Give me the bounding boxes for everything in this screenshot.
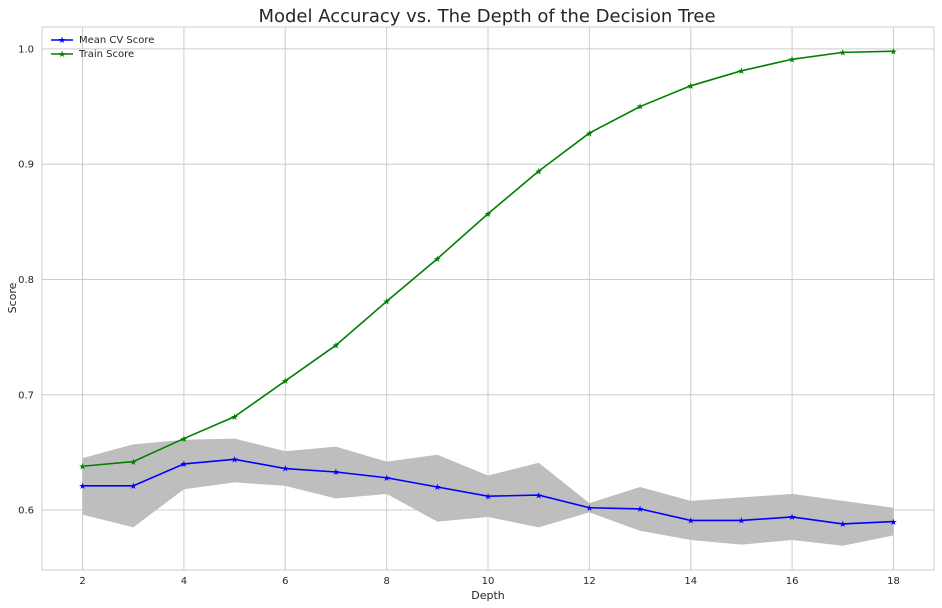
legend-label-mean-cv: Mean CV Score [79,35,154,46]
data-point-mean-cv: ★ [839,520,847,530]
cv-score-band [82,438,894,546]
data-point-mean-cv: ★ [788,513,796,523]
data-point-train: ★ [231,413,239,423]
data-point-train: ★ [585,129,593,139]
series-lines: ★ ★ ★ ★ ★ ★ ★ ★ ★ ★ ★ ★ ★ ★ ★ ★ ★ ★ ★ ★ ★ ★ ★ ★ ★ ★ ★ ★ ★ ★ ★ ★ ★ ★ [79,47,898,530]
x-tick-label: 18 [887,576,900,587]
legend-item-train: ★ Train Score [51,49,134,60]
data-point-train: ★ [180,435,188,445]
x-tick-label: 4 [181,576,187,587]
data-point-mean-cv: ★ [281,465,289,475]
data-point-train: ★ [687,82,695,92]
data-point-mean-cv: ★ [383,474,391,484]
data-point-train: ★ [636,103,644,113]
data-point-train: ★ [433,255,441,265]
data-point-mean-cv: ★ [180,460,188,470]
x-tick-label: 2 [79,576,85,587]
data-point-mean-cv: ★ [687,517,695,527]
data-point-mean-cv: ★ [889,518,897,528]
data-point-mean-cv: ★ [79,482,87,492]
data-point-train: ★ [332,341,340,351]
y-tick-label: 0.9 [18,160,34,171]
data-point-train: ★ [839,49,847,59]
series-line-train [82,50,894,468]
data-point-mean-cv: ★ [585,504,593,514]
legend-label-train: Train Score [78,49,134,60]
x-tick-label: 16 [786,576,799,587]
data-point-train: ★ [79,462,87,472]
data-point-train: ★ [737,67,745,77]
y-tick-label: 0.7 [18,390,34,401]
x-tick-label: 12 [583,576,596,587]
data-point-mean-cv: ★ [231,456,239,466]
legend-marker-train: ★ [58,50,66,60]
y-tick-label: 1.0 [18,44,34,55]
data-point-mean-cv: ★ [484,492,492,502]
y-tick-label: 0.8 [18,275,34,286]
x-tick-label: 14 [684,576,697,587]
legend-marker-mean-cv: ★ [58,36,66,46]
data-point-train: ★ [889,47,897,57]
legend-item-mean-cv: ★ Mean CV Score [51,35,154,46]
data-point-mean-cv: ★ [636,505,644,515]
data-point-mean-cv: ★ [129,482,137,492]
data-point-mean-cv: ★ [737,517,745,527]
data-point-train: ★ [535,167,543,177]
x-tick-label: 10 [482,576,495,587]
x-tick-label: 6 [282,576,288,587]
x-axis-label: Depth [471,589,505,602]
data-point-train: ★ [281,377,289,387]
data-point-train: ★ [484,210,492,220]
chart-title: Model Accuracy vs. The Depth of the Deci… [258,6,715,27]
data-point-mean-cv: ★ [332,468,340,478]
data-point-mean-cv: ★ [535,491,543,501]
data-point-train: ★ [383,298,391,308]
tick-labels: 2 4 6 8 10 12 14 16 18 0.6 0.7 0.8 0.9 1.0 [18,44,900,587]
data-point-train: ★ [129,458,137,468]
data-point-train: ★ [788,55,796,65]
y-tick-label: 0.6 [18,506,34,517]
legend: ★ Mean CV Score ★ Train Score [51,35,154,60]
x-tick-label: 8 [383,576,389,587]
cv-std-band [82,438,894,546]
y-axis-label: Score [6,282,19,313]
data-point-mean-cv: ★ [433,483,441,493]
series-line-mean-cv [82,458,894,525]
